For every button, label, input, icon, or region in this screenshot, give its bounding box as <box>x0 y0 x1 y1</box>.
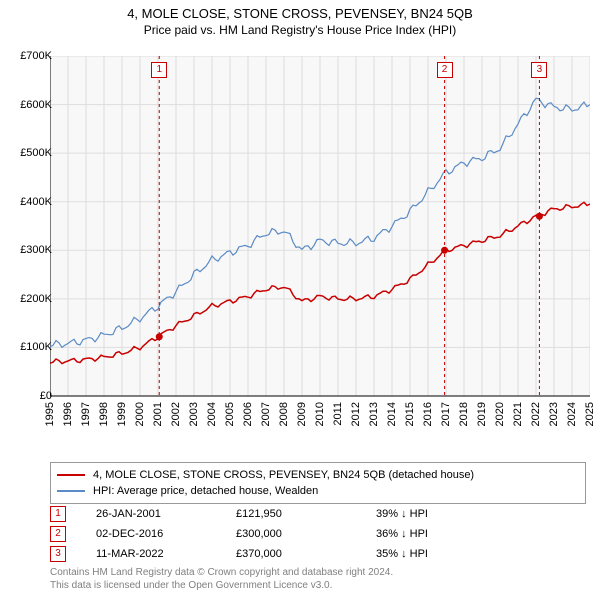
x-axis-label: 2011 <box>332 402 344 426</box>
sales-price: £370,000 <box>236 548 376 560</box>
x-axis-label: 2019 <box>476 402 488 426</box>
sales-marker-box: 1 <box>50 506 66 522</box>
x-axis-label: 1997 <box>80 402 92 426</box>
x-axis-label: 2017 <box>440 402 452 426</box>
sales-date: 26-JAN-2001 <box>96 508 236 520</box>
y-axis-label: £500K <box>20 147 52 159</box>
x-axis-label: 2016 <box>422 402 434 426</box>
x-axis-label: 1996 <box>62 402 74 426</box>
sales-date: 11-MAR-2022 <box>96 548 236 560</box>
legend-swatch <box>57 474 85 476</box>
x-axis-label: 2008 <box>278 402 290 426</box>
x-axis-label: 2015 <box>404 402 416 426</box>
sale-marker-label: 3 <box>531 62 547 78</box>
y-axis-label: £100K <box>20 341 52 353</box>
legend-text: HPI: Average price, detached house, Weal… <box>93 485 318 497</box>
sales-table: 1 26-JAN-2001 £121,950 39% ↓ HPI 2 02-DE… <box>50 504 496 564</box>
x-axis-label: 2025 <box>584 402 596 426</box>
x-axis-label: 2023 <box>548 402 560 426</box>
sales-row: 2 02-DEC-2016 £300,000 36% ↓ HPI <box>50 524 496 544</box>
x-axis-label: 2024 <box>566 402 578 426</box>
x-axis-label: 1999 <box>116 402 128 426</box>
x-axis-label: 2010 <box>314 402 326 426</box>
x-axis-label: 2012 <box>350 402 362 426</box>
sales-diff: 39% ↓ HPI <box>376 508 496 520</box>
legend-swatch <box>57 490 85 492</box>
sales-diff: 36% ↓ HPI <box>376 528 496 540</box>
x-axis-label: 2020 <box>494 402 506 426</box>
sales-row: 1 26-JAN-2001 £121,950 39% ↓ HPI <box>50 504 496 524</box>
x-axis-label: 2006 <box>242 402 254 426</box>
footer: Contains HM Land Registry data © Crown c… <box>50 566 393 592</box>
footer-line2: This data is licensed under the Open Gov… <box>50 579 393 592</box>
sales-price: £121,950 <box>236 508 376 520</box>
sales-row: 3 11-MAR-2022 £370,000 35% ↓ HPI <box>50 544 496 564</box>
x-axis-label: 2022 <box>530 402 542 426</box>
sales-marker-box: 2 <box>50 526 66 542</box>
sales-date: 02-DEC-2016 <box>96 528 236 540</box>
x-axis-label: 2000 <box>134 402 146 426</box>
x-axis-label: 2002 <box>170 402 182 426</box>
sales-diff: 35% ↓ HPI <box>376 548 496 560</box>
y-axis-label: £400K <box>20 196 52 208</box>
y-axis-label: £600K <box>20 99 52 111</box>
legend-row: 4, MOLE CLOSE, STONE CROSS, PEVENSEY, BN… <box>57 467 579 483</box>
x-axis-label: 2021 <box>512 402 524 426</box>
chart-title: 4, MOLE CLOSE, STONE CROSS, PEVENSEY, BN… <box>0 6 600 21</box>
legend: 4, MOLE CLOSE, STONE CROSS, PEVENSEY, BN… <box>50 462 586 504</box>
x-axis-label: 1998 <box>98 402 110 426</box>
footer-line1: Contains HM Land Registry data © Crown c… <box>50 566 393 579</box>
x-axis-label: 2001 <box>152 402 164 426</box>
chart-subtitle: Price paid vs. HM Land Registry's House … <box>0 23 600 37</box>
x-axis-label: 2009 <box>296 402 308 426</box>
legend-text: 4, MOLE CLOSE, STONE CROSS, PEVENSEY, BN… <box>93 469 474 481</box>
legend-row: HPI: Average price, detached house, Weal… <box>57 483 579 499</box>
x-axis-label: 2013 <box>368 402 380 426</box>
y-axis-label: £200K <box>20 293 52 305</box>
x-axis-label: 2014 <box>386 402 398 426</box>
y-axis-label: £0 <box>40 390 52 402</box>
chart-svg <box>50 56 590 426</box>
x-axis-label: 1995 <box>44 402 56 426</box>
x-axis-label: 2005 <box>224 402 236 426</box>
sale-marker-label: 2 <box>437 62 453 78</box>
x-axis-label: 2004 <box>206 402 218 426</box>
sale-marker-label: 1 <box>151 62 167 78</box>
chart-area <box>50 56 590 426</box>
x-axis-label: 2018 <box>458 402 470 426</box>
y-axis-label: £300K <box>20 244 52 256</box>
x-axis-label: 2007 <box>260 402 272 426</box>
sales-price: £300,000 <box>236 528 376 540</box>
y-axis-label: £700K <box>20 50 52 62</box>
sales-marker-box: 3 <box>50 546 66 562</box>
x-axis-label: 2003 <box>188 402 200 426</box>
